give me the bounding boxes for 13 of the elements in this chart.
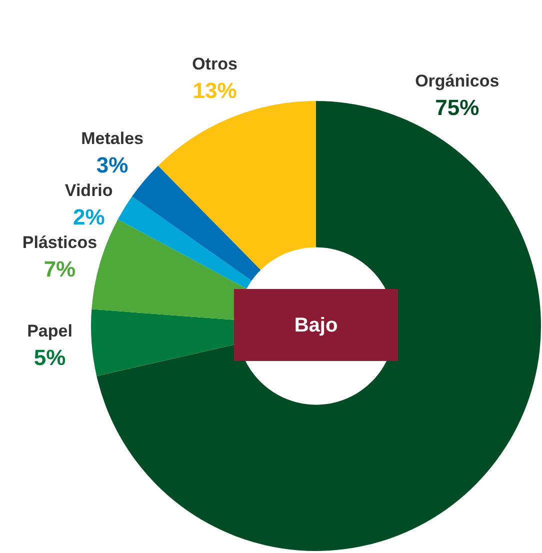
- slice-label: Metales: [81, 129, 144, 148]
- slice-label: Orgánicos: [415, 72, 500, 91]
- data-label: 7%: [44, 256, 76, 282]
- data-label: 5%: [34, 345, 66, 370]
- data-label: 13%: [192, 78, 237, 104]
- slice-label: Papel: [27, 322, 72, 341]
- slice-label: Plásticos: [22, 233, 98, 252]
- data-label: 2%: [72, 204, 105, 230]
- slice-label: Vidrio: [64, 181, 113, 200]
- slice-label: Otros: [192, 54, 238, 74]
- text: Bajo: [294, 314, 338, 337]
- data-label: 3%: [96, 152, 128, 178]
- data-label: 75%: [435, 94, 480, 120]
